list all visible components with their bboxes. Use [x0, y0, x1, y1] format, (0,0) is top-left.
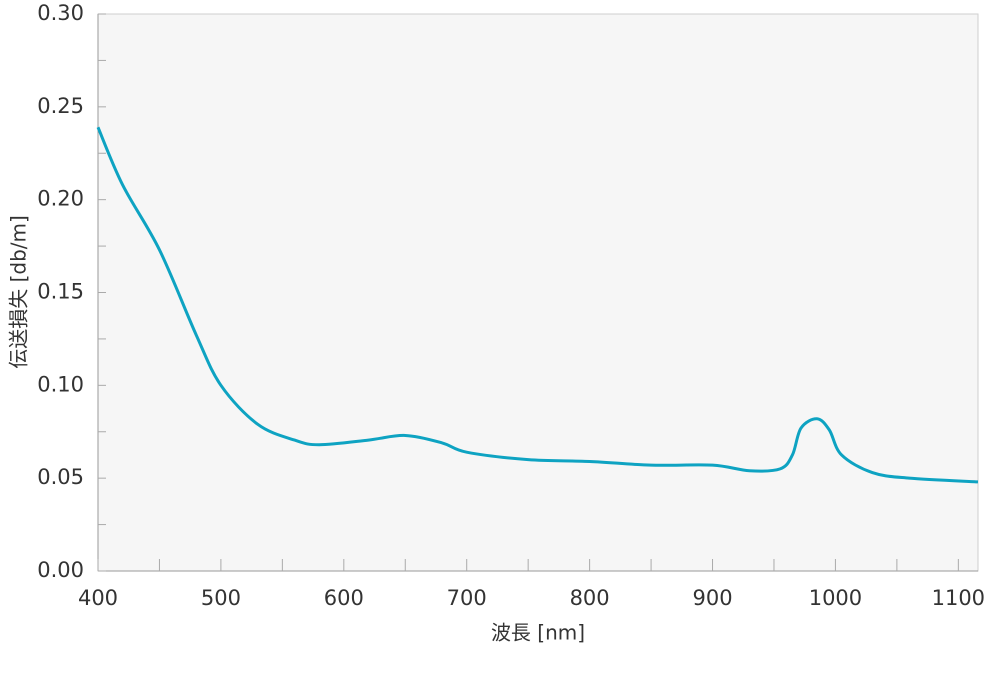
- x-tick-label: 800: [570, 586, 610, 610]
- y-tick-label: 0.00: [37, 558, 84, 582]
- y-tick-label: 0.05: [37, 465, 84, 489]
- x-tick-label: 900: [692, 586, 732, 610]
- y-axis-title: 伝送損失 [db/m]: [7, 215, 31, 369]
- y-tick-label: 0.20: [37, 187, 84, 211]
- plot-area: [97, 13, 979, 572]
- y-tick-label: 0.10: [37, 372, 84, 396]
- y-tick-label: 0.25: [37, 94, 84, 118]
- x-tick-label: 500: [201, 586, 241, 610]
- x-tick-label: 600: [324, 586, 364, 610]
- x-axis-title: 波長 [nm]: [491, 621, 585, 645]
- x-tick-label: 1100: [932, 586, 985, 610]
- x-tick-label: 700: [447, 586, 487, 610]
- y-tick-label: 0.15: [37, 280, 84, 304]
- line-series: [96, 126, 979, 484]
- x-tick-label: 1000: [809, 586, 862, 610]
- x-tick-label: 400: [78, 586, 118, 610]
- y-tick-label: 0.30: [37, 1, 84, 25]
